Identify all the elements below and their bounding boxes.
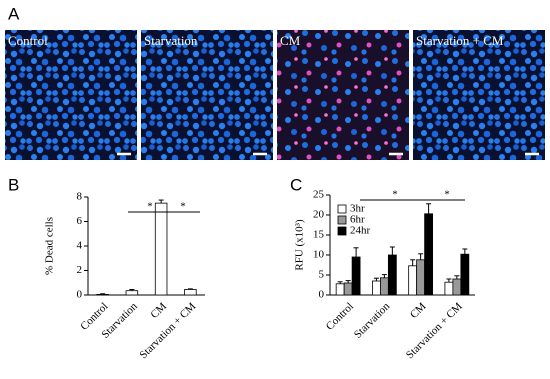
micrograph [413, 30, 545, 160]
bar [460, 253, 470, 296]
x-tick-label: CM [148, 300, 169, 321]
bar [184, 289, 197, 296]
y-axis-label: % Dead cells [44, 217, 56, 275]
y-tick-label: 15 [313, 229, 325, 241]
image-label: Starvation + CM [416, 33, 504, 48]
y-tick-label: 0 [77, 289, 83, 301]
bar [416, 259, 426, 296]
x-tick-label: Starvation [352, 300, 393, 341]
y-tick-label: 6 [77, 215, 83, 227]
bar [335, 283, 345, 296]
legend-label: 24hr [350, 225, 371, 237]
bar [154, 202, 168, 296]
image-label: Starvation [144, 33, 198, 48]
y-axis-label: RFU (x10³) [294, 219, 306, 271]
y-tick-label: 8 [77, 191, 83, 203]
panel-label: C [290, 175, 302, 194]
significance-mark: * [180, 201, 186, 213]
bar [351, 256, 361, 296]
legend-swatch [337, 204, 347, 214]
micrograph [141, 30, 273, 160]
bar [444, 281, 454, 296]
x-tick-label: CM [408, 300, 429, 321]
bar [408, 265, 418, 296]
y-tick-label: 2 [77, 264, 83, 276]
micrograph [5, 30, 137, 160]
panel-label: B [8, 175, 19, 194]
y-tick-label: 5 [319, 269, 325, 281]
legend-label: 6hr [350, 214, 365, 226]
y-tick-label: 25 [313, 189, 325, 201]
y-tick-label: 4 [77, 240, 83, 252]
bar [96, 293, 109, 296]
bar [125, 290, 139, 296]
image-label: CM [280, 33, 301, 48]
significance-mark: * [147, 201, 153, 213]
significance-mark: * [444, 189, 450, 201]
image-label: Control [8, 33, 48, 48]
panel-label: A [8, 4, 20, 23]
bar [387, 254, 397, 296]
y-tick-label: 10 [313, 249, 325, 261]
legend-label: 3hr [350, 203, 365, 215]
legend-swatch [337, 215, 347, 225]
micrograph [277, 30, 409, 160]
legend-swatch [337, 226, 347, 236]
bar [372, 280, 381, 296]
x-tick-label: Control [324, 300, 356, 332]
y-tick-label: 20 [313, 209, 325, 221]
bar [379, 277, 389, 296]
y-tick-label: 0 [319, 289, 325, 301]
bar [343, 282, 353, 296]
bar [452, 278, 462, 296]
bar [424, 213, 433, 296]
significance-mark: * [392, 189, 398, 201]
